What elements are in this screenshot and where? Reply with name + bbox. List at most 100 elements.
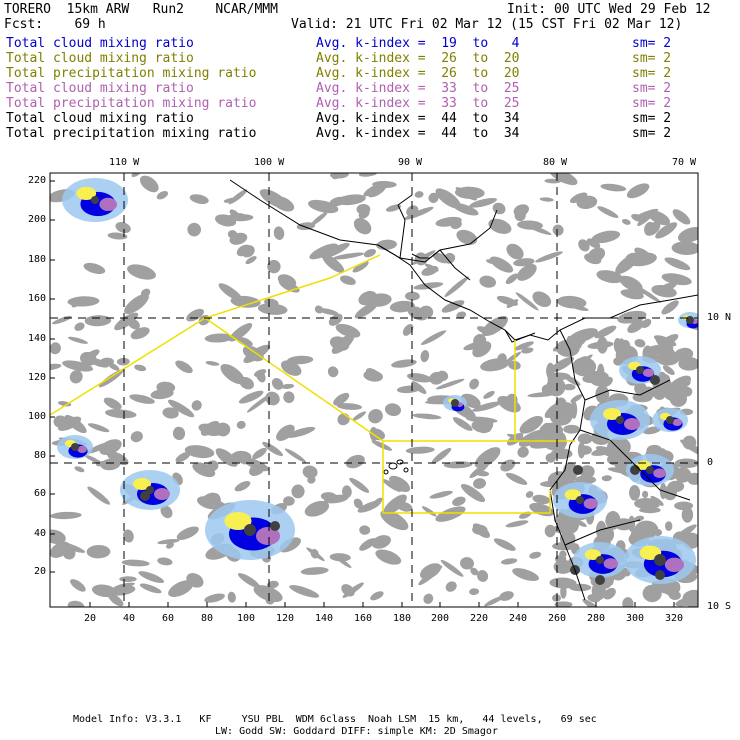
precip-purple-region xyxy=(624,418,640,430)
cloud-patch xyxy=(114,312,139,331)
model-title: TORERO 15km ARW Run2 NCAR/MMM xyxy=(4,2,278,17)
cloud-patch xyxy=(586,238,601,249)
boundary-line xyxy=(382,441,551,514)
cloud-patch xyxy=(100,357,114,366)
cloud-patch xyxy=(191,400,202,411)
cloud-patch xyxy=(500,558,518,565)
cloud-patch xyxy=(632,392,653,403)
cloud-patch xyxy=(489,256,514,273)
cloud-patch xyxy=(584,253,602,265)
cloud-patch xyxy=(634,498,658,509)
cloud-patch xyxy=(134,364,147,372)
cloud-patch xyxy=(469,197,498,208)
cloud-patch xyxy=(239,376,254,390)
coastline xyxy=(549,329,586,601)
cloud-patch xyxy=(673,581,681,593)
cloud-patch xyxy=(283,391,295,404)
cloud-patch xyxy=(109,585,136,596)
cloud-patch xyxy=(513,258,535,267)
cloud-patch xyxy=(634,515,645,522)
cloud-patch xyxy=(500,459,516,472)
country-border xyxy=(397,194,413,259)
cloud-patch xyxy=(554,601,573,607)
cloud-patch xyxy=(245,256,257,265)
cloud-patch xyxy=(651,284,677,298)
cloud-patch xyxy=(176,526,199,540)
cloud-patch xyxy=(300,567,329,575)
cloud-patch xyxy=(175,451,191,463)
cloud-patch xyxy=(307,476,316,484)
legend-smoothing: sm= 2 xyxy=(632,36,672,51)
cloud-patch xyxy=(237,573,261,588)
legend-k-index: Avg. k-index = 33 to 25 xyxy=(316,81,520,96)
cloud-patch xyxy=(284,448,307,463)
cloud-patch xyxy=(229,209,240,218)
map-frame xyxy=(49,172,699,608)
convective-core xyxy=(244,524,256,536)
legend-field: Total cloud mixing ratio xyxy=(6,36,194,51)
y-tick-label: 40 xyxy=(33,528,46,539)
cloud-patch xyxy=(525,224,552,236)
cloud-patch xyxy=(353,498,363,509)
cloud-patch xyxy=(594,325,617,339)
longitude-label: 70 W xyxy=(672,157,697,168)
cloud-patch xyxy=(318,308,339,316)
cloud-patch xyxy=(622,597,634,607)
island xyxy=(403,467,409,473)
cloud-patch xyxy=(150,388,174,400)
cloud-patch xyxy=(384,403,402,417)
cloud-patch xyxy=(131,173,141,178)
cloud-patch xyxy=(296,222,316,231)
cloud-patch xyxy=(634,208,659,220)
cloud-patch xyxy=(435,216,462,227)
cloud-patch xyxy=(412,413,442,420)
cloud-patch xyxy=(470,567,479,576)
cloud-patch xyxy=(52,315,72,325)
cloud-patch xyxy=(88,357,109,368)
cloud-patch xyxy=(421,506,437,517)
cloud-patch xyxy=(620,289,644,300)
x-tick-label: 80 xyxy=(200,613,214,624)
cloud-patch xyxy=(472,341,492,358)
cloud-patch xyxy=(469,462,490,479)
cloud-patch xyxy=(452,496,466,506)
cloud-patch xyxy=(67,600,85,607)
cloud-patch xyxy=(621,218,631,225)
cloud-patch xyxy=(591,581,606,601)
cloud-patch xyxy=(172,426,186,441)
cloud-patch xyxy=(108,593,124,607)
cloud-patch xyxy=(532,291,552,308)
cloud-patch xyxy=(242,345,264,362)
cloud-patch xyxy=(505,273,519,285)
cloud-patch xyxy=(677,347,694,360)
x-tick-label: 20 xyxy=(83,613,97,624)
convective-core xyxy=(91,196,99,204)
cloud-patch xyxy=(359,538,376,551)
cloud-patch xyxy=(253,585,283,603)
cloud-patch xyxy=(396,501,413,512)
longitude-label: 110 W xyxy=(109,157,140,168)
cloud-patch xyxy=(420,350,430,363)
y-tick-label: 200 xyxy=(27,214,46,225)
y-tick-label: 140 xyxy=(27,333,46,344)
cloud-patch xyxy=(339,275,356,286)
legend-smoothing: sm= 2 xyxy=(632,126,672,141)
cloud-patch xyxy=(628,252,657,267)
cloud-patch xyxy=(664,257,691,271)
cloud-patch xyxy=(472,523,490,539)
cloud-patch xyxy=(577,433,593,445)
cloud-patch xyxy=(578,445,592,455)
cloud-patch xyxy=(492,202,506,215)
cloud-patch xyxy=(353,218,372,235)
cloud-patch xyxy=(276,424,295,441)
cloud-patch xyxy=(549,173,578,186)
cloud-patch xyxy=(413,282,444,290)
cloud-patch xyxy=(460,483,486,503)
island xyxy=(383,469,389,475)
cloud-patch xyxy=(556,339,580,357)
x-tick-label: 200 xyxy=(430,613,450,624)
cloud-patch xyxy=(286,426,316,438)
legend-field: Total precipitation mixing ratio xyxy=(6,96,257,111)
cloud-patch xyxy=(385,204,402,212)
cloud-patch xyxy=(445,581,457,592)
